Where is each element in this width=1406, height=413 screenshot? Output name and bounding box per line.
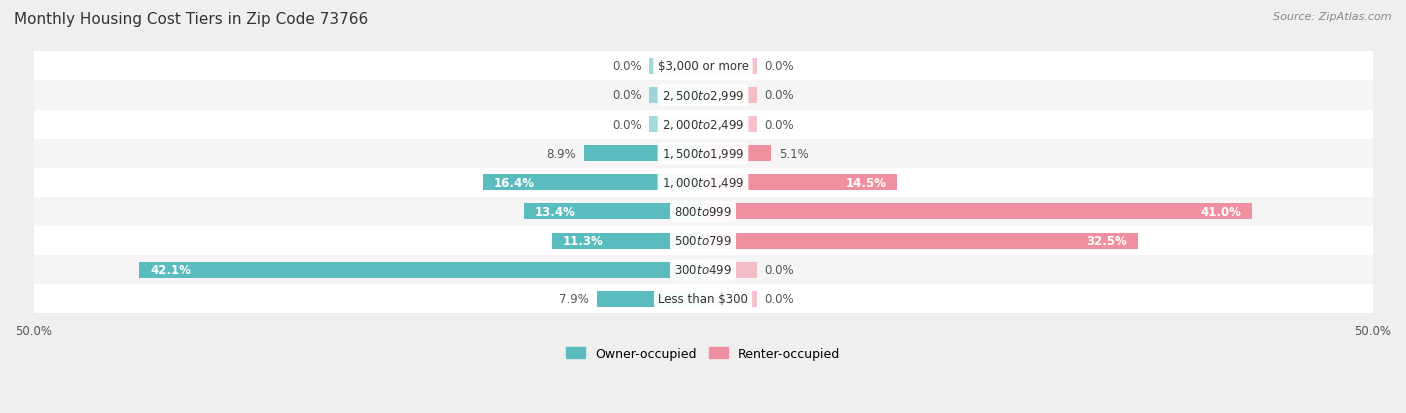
Bar <box>650 262 703 278</box>
Bar <box>650 291 703 307</box>
Bar <box>703 291 756 307</box>
Bar <box>650 146 703 162</box>
Text: $300 to $499: $300 to $499 <box>673 263 733 277</box>
Text: 13.4%: 13.4% <box>534 206 575 218</box>
Text: 0.0%: 0.0% <box>765 263 794 277</box>
Text: Source: ZipAtlas.com: Source: ZipAtlas.com <box>1274 12 1392 22</box>
Bar <box>34 256 1372 285</box>
Text: 0.0%: 0.0% <box>765 293 794 306</box>
Bar <box>583 146 703 162</box>
Bar <box>650 59 703 75</box>
Text: $1,000 to $1,499: $1,000 to $1,499 <box>662 176 744 190</box>
Text: 16.4%: 16.4% <box>494 176 536 190</box>
Bar <box>34 226 1372 256</box>
Bar <box>650 233 703 249</box>
Bar <box>34 139 1372 169</box>
Bar <box>703 117 756 133</box>
Bar <box>703 204 756 220</box>
Text: $2,500 to $2,999: $2,500 to $2,999 <box>662 89 744 103</box>
Bar <box>34 285 1372 313</box>
Text: $3,000 or more: $3,000 or more <box>658 60 748 73</box>
Text: $800 to $999: $800 to $999 <box>673 206 733 218</box>
Text: 0.0%: 0.0% <box>612 89 641 102</box>
Text: 8.9%: 8.9% <box>546 147 576 160</box>
Text: 0.0%: 0.0% <box>612 60 641 73</box>
Bar <box>703 262 756 278</box>
Bar <box>598 291 703 307</box>
Text: 0.0%: 0.0% <box>765 60 794 73</box>
Bar <box>484 175 703 191</box>
Bar <box>34 81 1372 110</box>
Text: 5.1%: 5.1% <box>779 147 808 160</box>
Text: $1,500 to $1,999: $1,500 to $1,999 <box>662 147 744 161</box>
Bar <box>703 175 897 191</box>
Text: 41.0%: 41.0% <box>1201 206 1241 218</box>
Text: Less than $300: Less than $300 <box>658 293 748 306</box>
Bar <box>34 197 1372 226</box>
Text: 42.1%: 42.1% <box>150 263 191 277</box>
Legend: Owner-occupied, Renter-occupied: Owner-occupied, Renter-occupied <box>561 342 845 365</box>
Text: $2,000 to $2,499: $2,000 to $2,499 <box>662 118 744 132</box>
Bar <box>650 175 703 191</box>
Text: 0.0%: 0.0% <box>765 118 794 131</box>
Text: 14.5%: 14.5% <box>845 176 886 190</box>
Bar <box>34 169 1372 197</box>
Bar <box>703 146 756 162</box>
Bar <box>703 59 756 75</box>
Bar <box>34 110 1372 139</box>
Text: 11.3%: 11.3% <box>562 235 603 247</box>
Text: 0.0%: 0.0% <box>612 118 641 131</box>
Bar <box>650 117 703 133</box>
Bar <box>703 233 1139 249</box>
Bar <box>551 233 703 249</box>
Bar <box>650 204 703 220</box>
Text: Monthly Housing Cost Tiers in Zip Code 73766: Monthly Housing Cost Tiers in Zip Code 7… <box>14 12 368 27</box>
Text: 32.5%: 32.5% <box>1087 235 1128 247</box>
Bar <box>34 52 1372 81</box>
Bar <box>703 146 772 162</box>
Bar <box>703 88 756 104</box>
Bar <box>703 233 756 249</box>
Bar <box>523 204 703 220</box>
Bar <box>703 204 1251 220</box>
Bar <box>703 175 756 191</box>
Text: 0.0%: 0.0% <box>765 89 794 102</box>
Bar <box>650 88 703 104</box>
Text: 7.9%: 7.9% <box>560 293 589 306</box>
Text: $500 to $799: $500 to $799 <box>673 235 733 247</box>
Bar <box>139 262 703 278</box>
